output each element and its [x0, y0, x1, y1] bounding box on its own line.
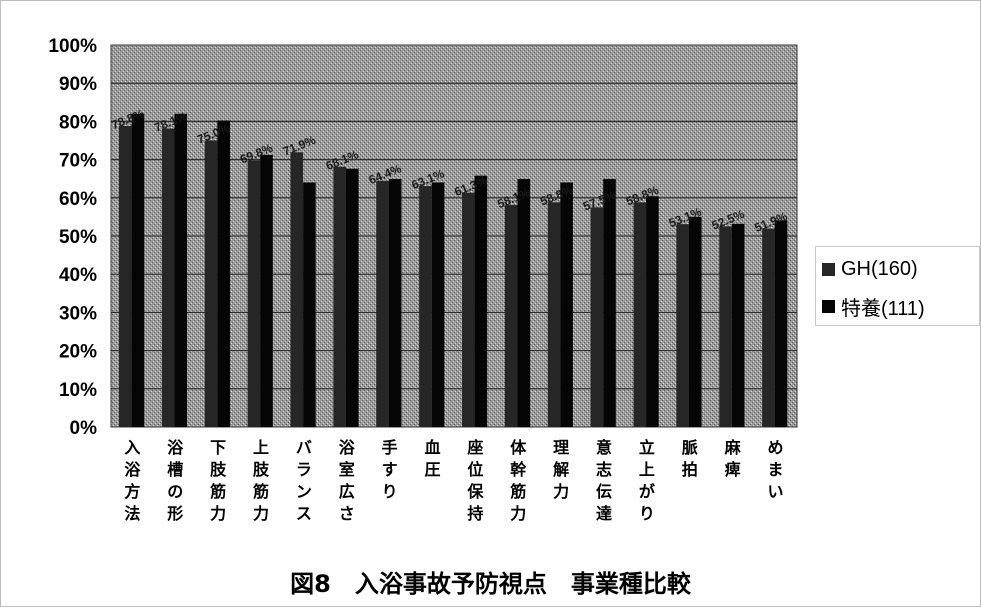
bar-gh	[247, 160, 261, 427]
chart-title: 図8 入浴事故予防視点 事業種比較	[290, 570, 691, 598]
legend-item-gh: GH(160)	[822, 258, 918, 281]
x-category-label: 下肢筋力	[209, 438, 227, 523]
bar-tokuyo	[603, 179, 616, 427]
bar-tokuyo	[474, 175, 488, 427]
bar-tokuyo	[731, 223, 745, 427]
bar-gh	[419, 185, 432, 427]
bar-tokuyo	[217, 120, 230, 428]
y-tick-label: 40%	[59, 265, 97, 286]
x-category-label: 麻痺	[724, 438, 742, 479]
legend-label-gh: GH(160)	[841, 258, 918, 280]
x-category-label: バランス	[296, 438, 312, 523]
x-category-label: 手すり	[382, 438, 398, 501]
bar-tokuyo	[688, 216, 702, 427]
y-tick-label: 30%	[59, 303, 97, 324]
bar-tokuyo	[774, 220, 788, 427]
bar-gh	[590, 207, 604, 427]
legend-label-tokuyo: 特養(111)	[841, 298, 925, 320]
y-tick-label: 70%	[59, 151, 97, 172]
x-category-label: 入浴方法	[124, 438, 141, 523]
bar-tokuyo	[131, 113, 145, 427]
bar-tokuyo	[260, 155, 273, 428]
x-category-label: 座位保持	[466, 438, 484, 523]
x-category-label: 上肢筋力	[252, 438, 270, 523]
bar-tokuyo	[517, 179, 531, 427]
legend-swatch-gh	[822, 263, 835, 276]
x-category-label: 血圧	[425, 438, 441, 479]
legend: GH(160) 特養(111)	[815, 246, 980, 326]
bar-tokuyo	[388, 179, 402, 427]
y-tick-label: 80%	[59, 112, 97, 133]
bar-tokuyo	[303, 182, 316, 427]
bar-tokuyo	[174, 113, 188, 427]
bar-tokuyo	[646, 196, 659, 427]
bar-gh	[119, 125, 132, 427]
y-tick-label: 20%	[59, 342, 97, 363]
bar-tokuyo	[431, 182, 445, 427]
bar-gh	[462, 192, 475, 427]
bar-gh	[290, 152, 304, 428]
legend-swatch-tokuyo	[822, 300, 835, 313]
bar-gh	[161, 128, 175, 427]
bar-gh	[633, 202, 647, 427]
bar-gh	[504, 205, 518, 427]
x-category-label: めまい	[768, 438, 784, 501]
y-tick-label: 10%	[59, 380, 97, 401]
y-tick-label: 90%	[59, 74, 97, 95]
legend-item-tokuyo: 特養(111)	[822, 292, 925, 321]
bar-gh	[762, 228, 775, 427]
bar-gh	[719, 226, 732, 427]
y-tick-label: 100%	[48, 36, 97, 57]
bar-chart: 78.8% 78.1% 75.0%69.8% 71.9%68.1%64.4% 63.1%…	[48, 36, 798, 523]
y-tick-label: 0%	[70, 418, 98, 439]
bar-gh	[547, 202, 561, 427]
x-category-label: 浴槽の形	[167, 438, 184, 523]
bar-gh	[333, 166, 346, 427]
x-category-label: 体幹筋力	[509, 438, 527, 523]
y-tick-label: 50%	[59, 227, 97, 248]
y-tick-label: 60%	[59, 189, 97, 210]
bar-tokuyo	[560, 182, 573, 427]
x-category-label: 理解力	[553, 438, 569, 501]
bar-gh	[204, 140, 218, 427]
bar-gh	[376, 180, 389, 427]
x-category-label: 脈拍	[682, 438, 698, 479]
x-category-label: 意志伝達	[596, 438, 612, 523]
bar-gh	[676, 224, 689, 427]
x-category-label: 立上がり	[639, 438, 655, 523]
bar-tokuyo	[345, 168, 359, 427]
x-category-label: 浴室広さ	[339, 438, 356, 523]
